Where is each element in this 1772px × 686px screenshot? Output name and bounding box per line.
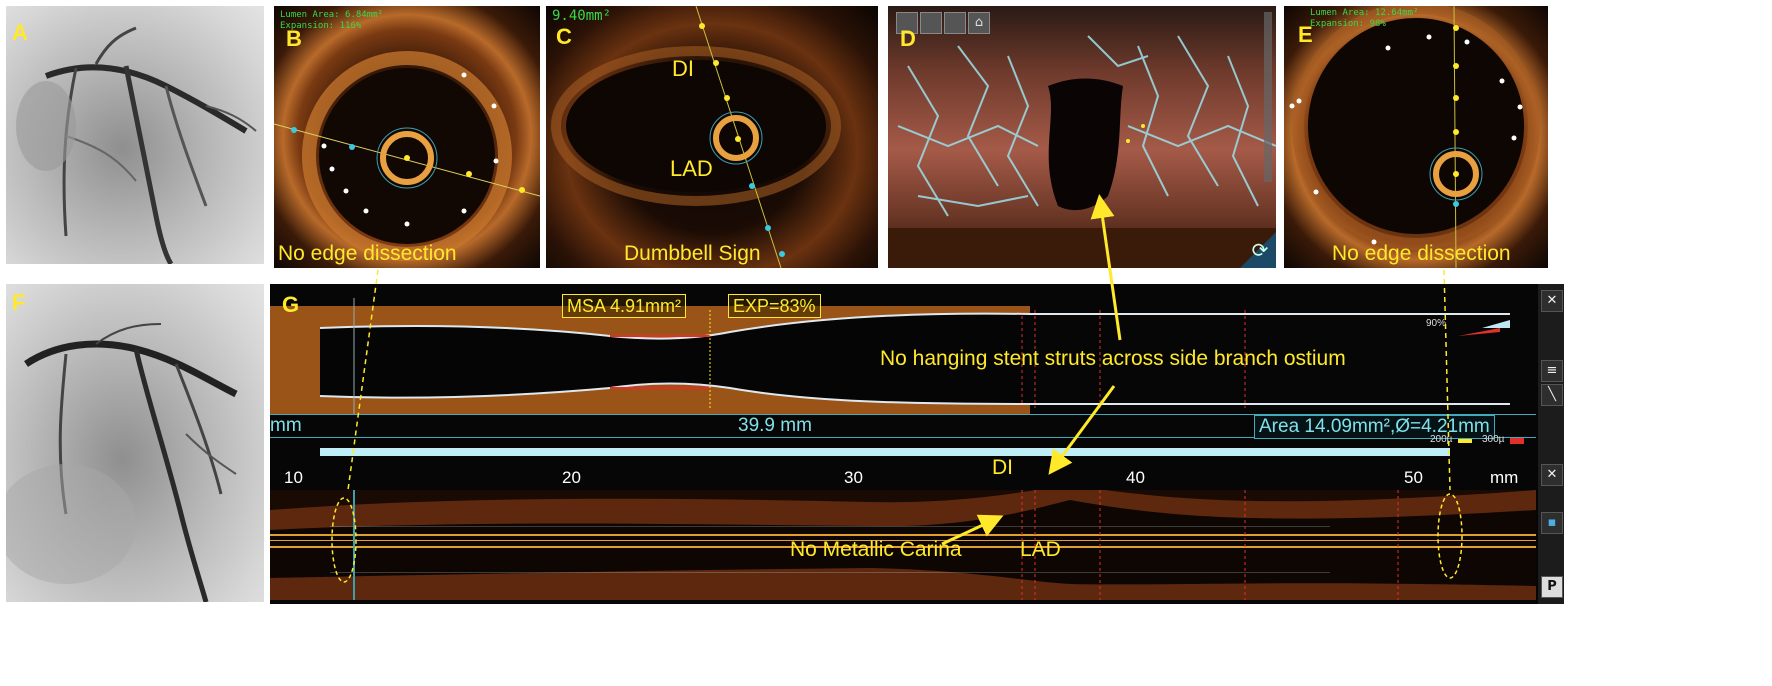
axis-unit: mm bbox=[1490, 468, 1519, 487]
angiogram-a-vessels bbox=[16, 26, 257, 264]
panel-c-caption: Dumbbell Sign bbox=[624, 242, 761, 265]
render-d-toolbar-btn-2[interactable] bbox=[920, 12, 942, 34]
oct-c-vessel-label: LAD bbox=[670, 156, 713, 181]
rotate-icon[interactable]: ⟳ bbox=[1251, 238, 1269, 262]
oct-c-image bbox=[551, 6, 841, 268]
longitudinal-branch-label: DI bbox=[992, 456, 1013, 479]
strut-marks bbox=[330, 526, 1330, 573]
lumen-profile-chart bbox=[270, 298, 1510, 414]
close-lower-button[interactable]: ✕ bbox=[1541, 464, 1563, 486]
length-unit-prefix: mm bbox=[270, 415, 302, 436]
axis-tick-20: 20 bbox=[562, 468, 581, 487]
expansion-90-label: 90% bbox=[1426, 318, 1447, 329]
axis-tick-10: 10 bbox=[284, 468, 303, 487]
expansion-label: EXP=83% bbox=[728, 294, 821, 318]
oct-e-lumen-area: Lumen Area: 12.64mm² bbox=[1310, 8, 1419, 18]
oct-b-image bbox=[274, 51, 540, 261]
view-toggle-icon[interactable]: ▪ bbox=[1541, 512, 1563, 534]
longitudinal-vessel-label: LAD bbox=[1020, 538, 1061, 561]
scale-200-label: 200µ bbox=[1430, 434, 1453, 445]
panel-c-oct: 9.40mm² C DI LAD Dumbbell Sign bbox=[546, 6, 878, 268]
metallic-carina-annotation: No Metallic Carina bbox=[790, 538, 962, 561]
render-d-toolbar-btn-3[interactable] bbox=[944, 12, 966, 34]
oct-e-expansion: Expansion: 98% bbox=[1310, 19, 1386, 29]
panel-f-label: F bbox=[12, 290, 26, 315]
panel-b-caption: No edge dissection bbox=[278, 242, 457, 265]
hanging-struts-annotation: No hanging stent struts across side bran… bbox=[880, 347, 1346, 370]
length-measure-bar bbox=[270, 414, 1536, 438]
render-d-toolbar-btn-1[interactable] bbox=[896, 12, 918, 34]
oct-c-area: 9.40mm² bbox=[552, 8, 612, 24]
scale-bar bbox=[320, 448, 1450, 456]
panel-e-oct: Lumen Area: 12.64mm² Expansion: 98% E No… bbox=[1284, 6, 1548, 268]
oct-b-lumen-area: Lumen Area: 6.84mm² bbox=[280, 10, 383, 20]
angiogram-f-vessels bbox=[6, 323, 238, 602]
panel-b-oct: Lumen Area: 6.84mm² Expansion: 116% B No… bbox=[274, 6, 540, 268]
scale-300-label: 300µ bbox=[1482, 434, 1505, 445]
panel-a-angiogram: A bbox=[6, 6, 264, 264]
panel-d-3d-render: ⌂ ⟳ D bbox=[888, 6, 1276, 268]
oct-b-expansion: Expansion: 116% bbox=[280, 21, 362, 31]
panel-e-caption: No edge dissection bbox=[1332, 242, 1511, 265]
panel-f-angiogram: F bbox=[6, 284, 264, 602]
menu-icon[interactable]: ≡ bbox=[1541, 360, 1563, 382]
longitudinal-vessel-image bbox=[270, 490, 1536, 600]
panel-c-label: C bbox=[556, 24, 572, 49]
panel-d-label: D bbox=[900, 26, 916, 51]
axis-tick-40: 40 bbox=[1126, 468, 1145, 487]
oct-c-branch-label: DI bbox=[672, 56, 694, 81]
close-upper-button[interactable]: ✕ bbox=[1541, 290, 1563, 312]
panel-g-longitudinal: MSA 4.91mm² EXP=83% 90% mm 39.9 mm Area … bbox=[270, 284, 1564, 604]
render-d-image bbox=[888, 12, 1276, 268]
oct-e-image bbox=[1289, 6, 1540, 268]
control-strip: ✕ ≡ ╲ ✕ ▪ P bbox=[1538, 284, 1564, 604]
panel-b-label: B bbox=[286, 26, 302, 51]
panel-g-label: G bbox=[282, 292, 300, 317]
home-icon[interactable]: ⌂ bbox=[968, 12, 990, 34]
msa-label: MSA 4.91mm² bbox=[562, 294, 687, 318]
panel-a-label: A bbox=[12, 20, 28, 45]
axis-tick-50: 50 bbox=[1404, 468, 1423, 487]
p-button[interactable]: P bbox=[1541, 576, 1563, 598]
ruler-icon[interactable]: ╲ bbox=[1541, 384, 1563, 406]
length-readout: 39.9 mm bbox=[738, 415, 812, 436]
scale-300-swatch bbox=[1510, 438, 1524, 444]
area-readout: Area 14.09mm²,Ø=4.21mm bbox=[1254, 415, 1495, 439]
scale-200-swatch bbox=[1458, 439, 1472, 443]
panel-e-label: E bbox=[1298, 22, 1313, 47]
axis-tick-30: 30 bbox=[844, 468, 863, 487]
